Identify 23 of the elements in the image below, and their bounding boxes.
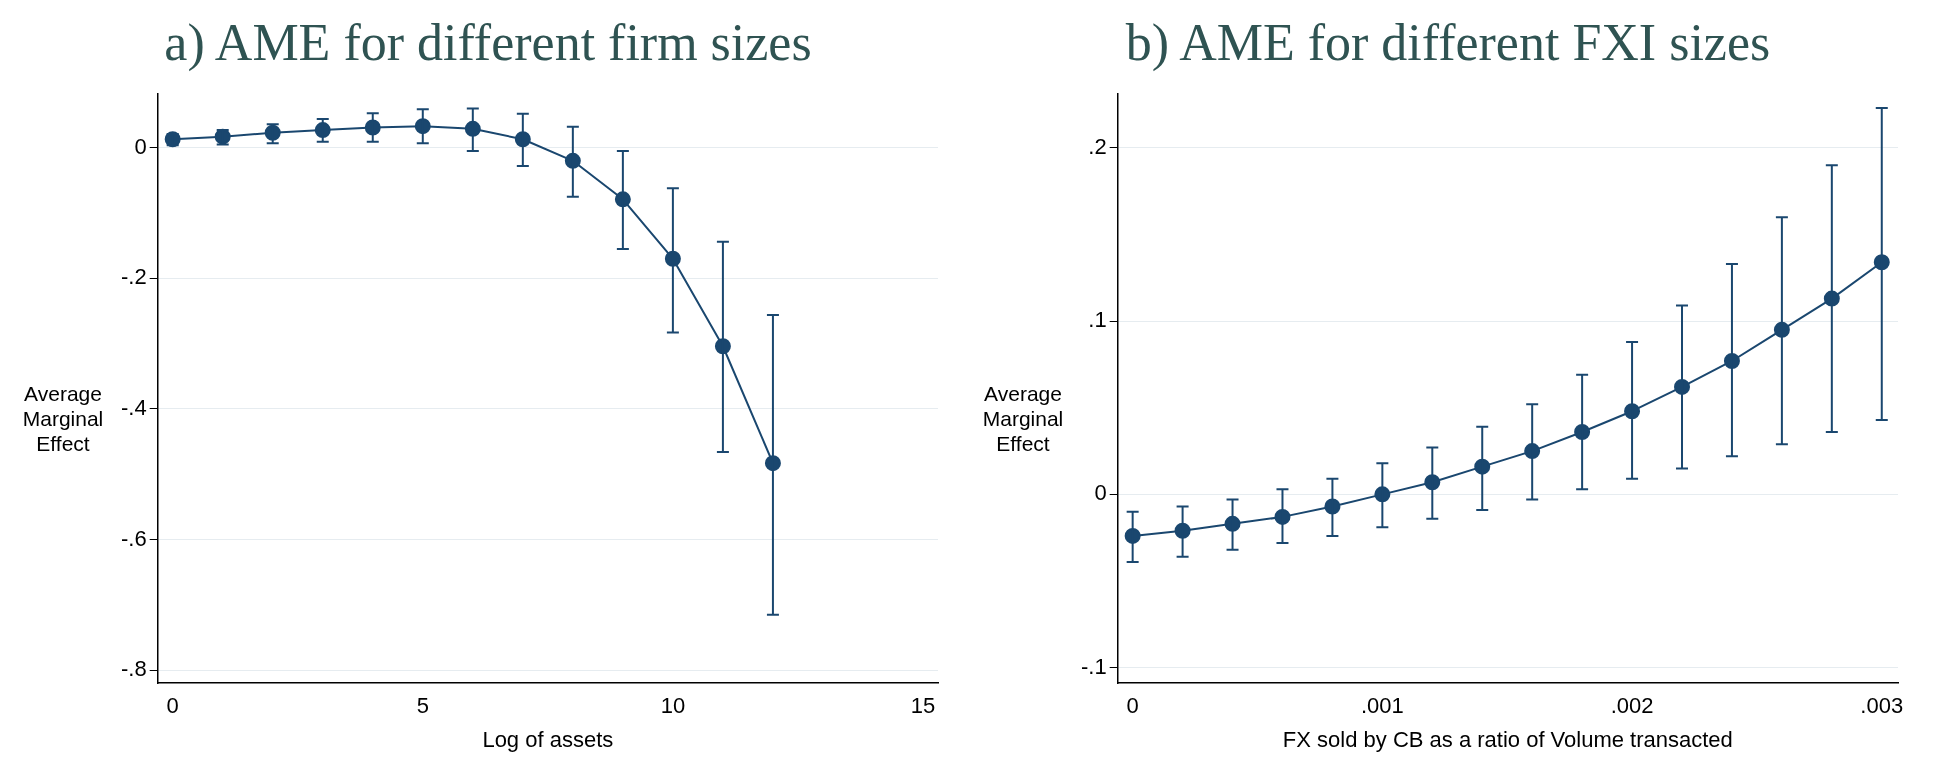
y-tick-label: -.8 (120, 656, 147, 682)
y-axis-title: Average Marginal Effect (981, 380, 1065, 456)
x-axis-title: Log of assets (482, 726, 614, 752)
y-tick-label: -.4 (120, 395, 147, 421)
x-tick-label: .003 (1860, 693, 1904, 719)
y-axis-title: Average Marginal Effect (21, 380, 105, 456)
x-tick-label: 5 (416, 693, 429, 719)
y-tick-label: -.1 (1080, 653, 1107, 679)
x-tick-label: 0 (166, 693, 179, 719)
x-tick-label: 10 (660, 693, 686, 719)
chart-title: b) AME for different FXI sizes (1124, 13, 1772, 73)
x-tick-label: 0 (1126, 693, 1139, 719)
y-tick-label: -.6 (120, 525, 147, 551)
x-tick-label: 15 (910, 693, 936, 719)
x-axis-title: FX sold by CB as a ratio of Volume transacted (1282, 726, 1733, 752)
y-tick-label: -.2 (120, 264, 147, 290)
x-tick-label: .002 (1610, 693, 1654, 719)
y-tick-label: 0 (134, 133, 147, 159)
y-tick-label: .1 (1088, 307, 1107, 333)
y-tick-label: .2 (1088, 133, 1107, 159)
chart-title: a) AME for different firm sizes (163, 13, 813, 73)
y-tick-label: 0 (1094, 480, 1107, 506)
x-tick-label: .001 (1360, 693, 1404, 719)
